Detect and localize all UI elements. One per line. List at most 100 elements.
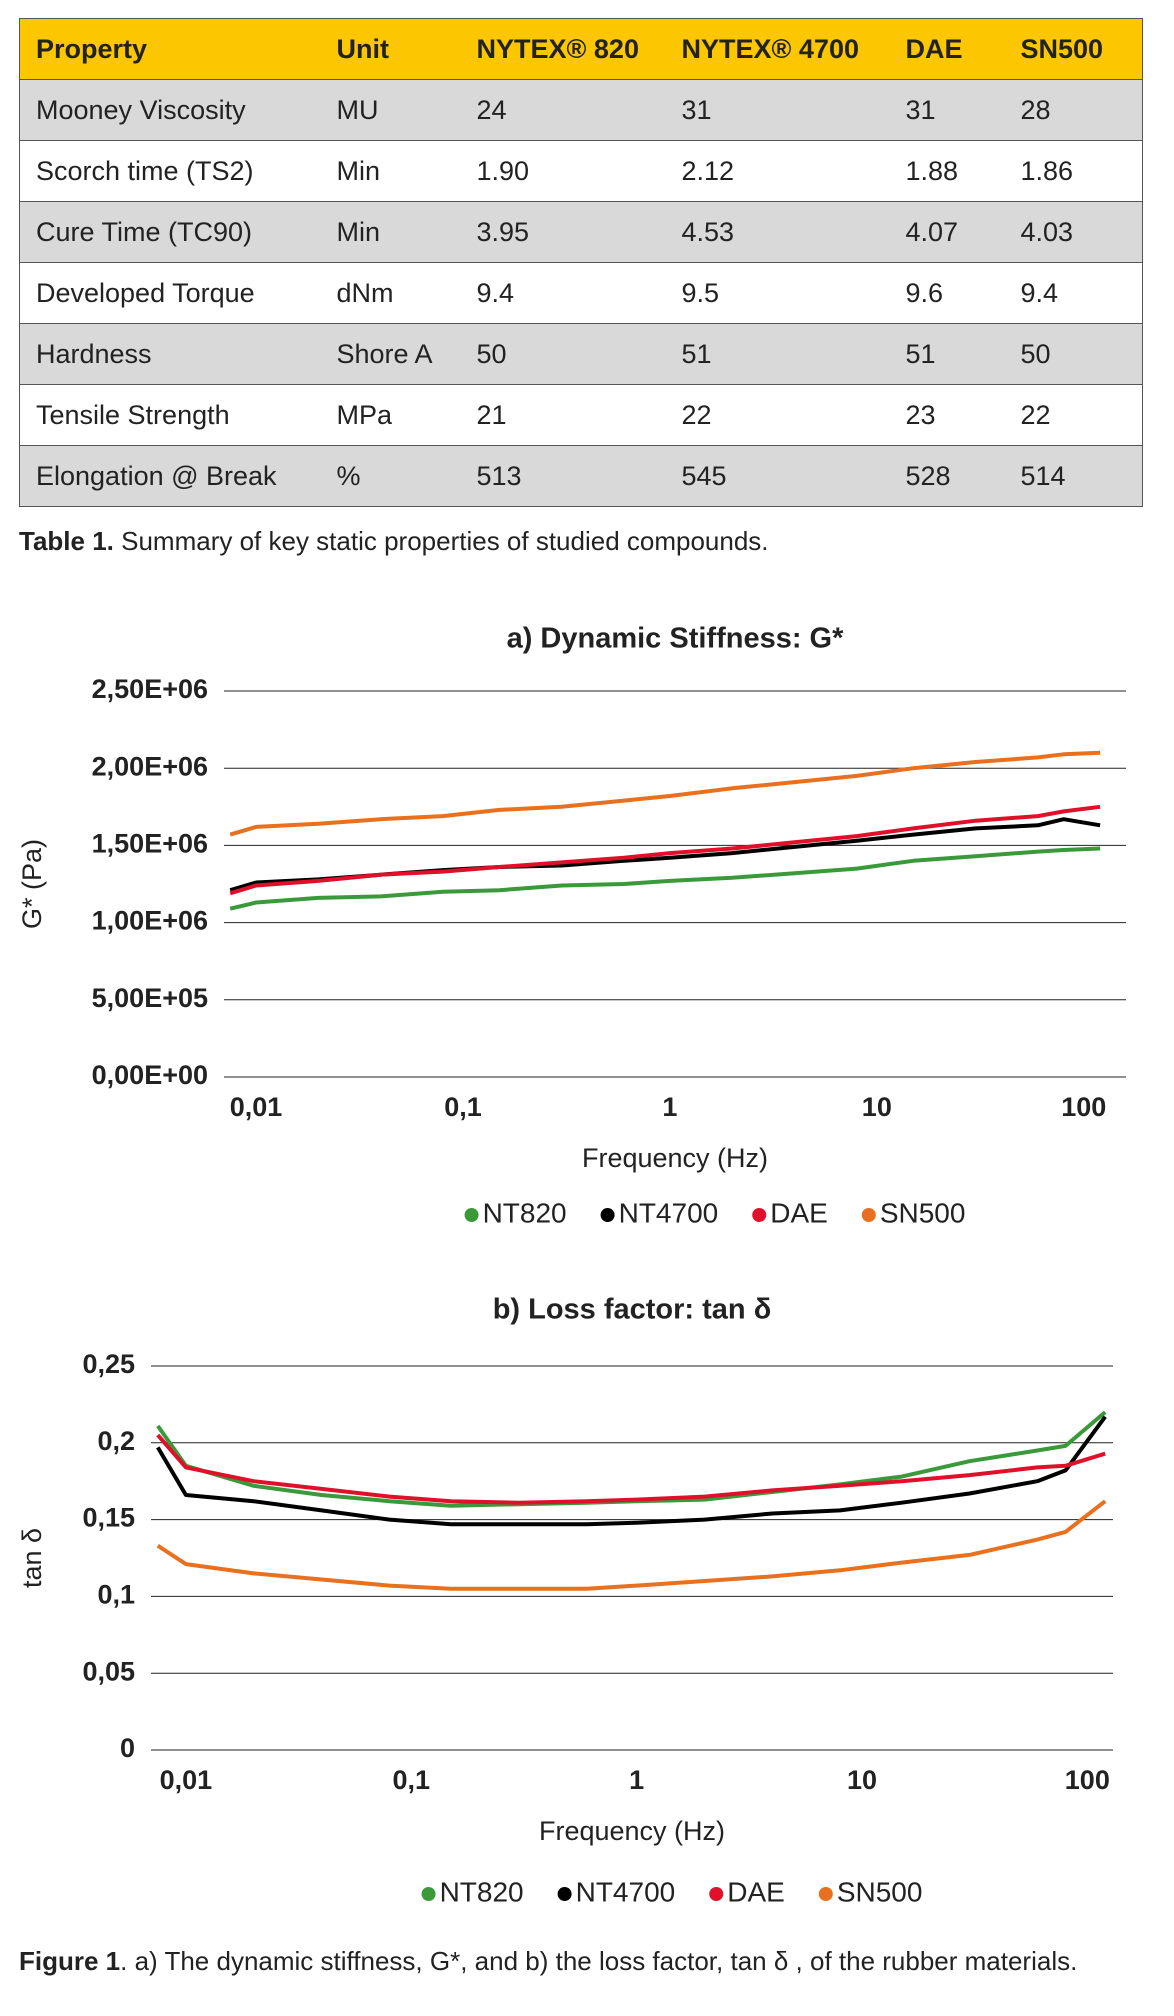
table-cell: 31	[665, 79, 890, 141]
legend-label: DAE	[727, 1876, 785, 1907]
legend-marker	[752, 1208, 767, 1222]
table-cell: MU	[320, 79, 461, 141]
table-row: Elongation @ Break% 513 545 528 514	[19, 445, 1143, 507]
table-cell: Min	[320, 201, 461, 263]
table-row: Tensile Strength MPa 21 22 23 22	[19, 384, 1143, 446]
table-cell: 28	[1004, 79, 1143, 141]
series-line	[229, 804, 1101, 896]
legend-marker	[818, 1887, 833, 1901]
table-cell: dNm	[320, 262, 461, 324]
y-tick-label: 2,50E+06	[92, 674, 208, 704]
property-table: Property Unit NYTEX® 820 NYTEX® 4700 DAE SN50…	[19, 18, 1143, 507]
table-cell: 23	[889, 384, 1005, 446]
y-tick-label: 1,00E+06	[92, 906, 208, 936]
series-line	[156, 1415, 1107, 1527]
x-tick-label: 1	[662, 1092, 677, 1122]
table-cell: 2.12	[665, 140, 890, 202]
y-tick-label: 0,15	[82, 1503, 135, 1533]
table-cell: 9.6	[889, 262, 1005, 324]
x-tick-label: 0,01	[230, 1092, 283, 1122]
legend-label: NT820	[440, 1876, 524, 1907]
table-cell: 1.86	[1004, 140, 1143, 202]
header-cell: Property	[19, 18, 321, 80]
legend-marker	[861, 1208, 876, 1222]
table-cell: 22	[665, 384, 890, 446]
caption-label: Table 1.	[19, 526, 114, 556]
table-row: Developed Torque dNm 9.4 9.5 9.6 9.4	[19, 262, 1143, 324]
x-tick-label: 100	[1061, 1092, 1106, 1122]
table-cell: Shore A	[320, 323, 461, 385]
figure-caption: Figure 1. a) The dynamic stiffness, G*, …	[19, 1946, 1077, 1977]
table-cell: 4.03	[1004, 201, 1143, 263]
series-line	[229, 846, 1101, 911]
header-cell: SN500	[1004, 18, 1143, 80]
table-cell: 51	[889, 323, 1005, 385]
legend-marker	[600, 1208, 615, 1222]
table-cell: 50	[1004, 323, 1143, 385]
series-line	[156, 1433, 1106, 1505]
y-tick-label: 1,50E+06	[92, 829, 208, 859]
caption-text: Summary of key static properties of stud…	[121, 526, 769, 556]
y-axis-label: G* (Pa)	[17, 839, 47, 929]
header-cell: Unit	[320, 18, 461, 80]
x-tick-label: 10	[847, 1765, 877, 1795]
caption-label: Figure 1	[19, 1946, 121, 1976]
x-tick-label: 1	[629, 1765, 644, 1795]
table-cell: 50	[460, 323, 666, 385]
y-tick-label: 2,00E+06	[92, 751, 208, 781]
table-cell: MPa	[320, 384, 461, 446]
table-cell: 22	[1004, 384, 1143, 446]
table-cell: 21	[460, 384, 666, 446]
table-header: Property Unit NYTEX® 820 NYTEX® 4700 DAE SN50…	[19, 18, 1143, 80]
header-cell: NYTEX® 4700	[665, 18, 890, 80]
legend-label: NT820	[483, 1197, 567, 1228]
table-cell: 4.53	[665, 201, 890, 263]
legend-label: NT4700	[576, 1876, 676, 1907]
table-cell: 4.07	[889, 201, 1005, 263]
table-cell: Scorch time (TS2)	[19, 140, 321, 202]
x-tick-label: 10	[862, 1092, 892, 1122]
legend-label: NT4700	[619, 1197, 719, 1228]
series-line	[156, 1410, 1107, 1508]
y-tick-label: 0,2	[97, 1426, 135, 1456]
table-cell: 1.88	[889, 140, 1005, 202]
legend-label: DAE	[770, 1197, 828, 1228]
table-cell: 528	[889, 445, 1005, 507]
series-line	[229, 750, 1101, 837]
x-tick-label: 100	[1065, 1765, 1110, 1795]
legend-marker	[464, 1208, 479, 1222]
table-row: Scorch time (TS2) Min 1.90 2.12 1.88 1.86	[19, 140, 1143, 202]
legend-marker	[709, 1887, 724, 1901]
y-tick-label: 0,25	[82, 1349, 135, 1379]
caption-text: . a) The dynamic stiffness, G*, and b) t…	[120, 1946, 1078, 1976]
legend-marker	[557, 1887, 572, 1901]
table-cell: Elongation @ Break	[19, 445, 321, 507]
table-cell: 9.5	[665, 262, 890, 324]
x-axis-label: Frequency (Hz)	[582, 1143, 768, 1173]
y-axis-label: tan δ	[17, 1528, 47, 1588]
x-tick-label: 0,1	[392, 1765, 430, 1795]
table-cell: Mooney Viscosity	[19, 79, 321, 141]
chart-title: a) Dynamic Stiffness: G*	[507, 623, 845, 655]
table-caption: Table 1. Summary of key static propertie…	[19, 526, 769, 557]
x-axis-label: Frequency (Hz)	[539, 1816, 725, 1846]
table-row: Hardness Shore A 50 51 51 50	[19, 323, 1143, 385]
series-line	[156, 1499, 1107, 1591]
table-row: Cure Time (TC90) Min 3.95 4.53 4.07 4.03	[19, 201, 1143, 263]
table-cell: 513	[460, 445, 666, 507]
table-cell: 31	[889, 79, 1005, 141]
table-row: Mooney Viscosity MU 24 31 31 28	[19, 79, 1143, 141]
table-cell: 3.95	[460, 201, 666, 263]
y-tick-label: 0,05	[82, 1656, 135, 1686]
table-cell: Tensile Strength	[19, 384, 321, 446]
y-tick-label: 5,00E+05	[92, 983, 208, 1013]
table-cell: 514	[1004, 445, 1143, 507]
y-tick-label: 0,00E+00	[92, 1060, 208, 1090]
chart-title: b) Loss factor: tan δ	[493, 1294, 772, 1326]
table-cell: 51	[665, 323, 890, 385]
table-cell: %	[320, 445, 461, 507]
table-cell: 1.90	[460, 140, 666, 202]
legend-marker	[421, 1887, 436, 1901]
header-cell: DAE	[889, 18, 1005, 80]
